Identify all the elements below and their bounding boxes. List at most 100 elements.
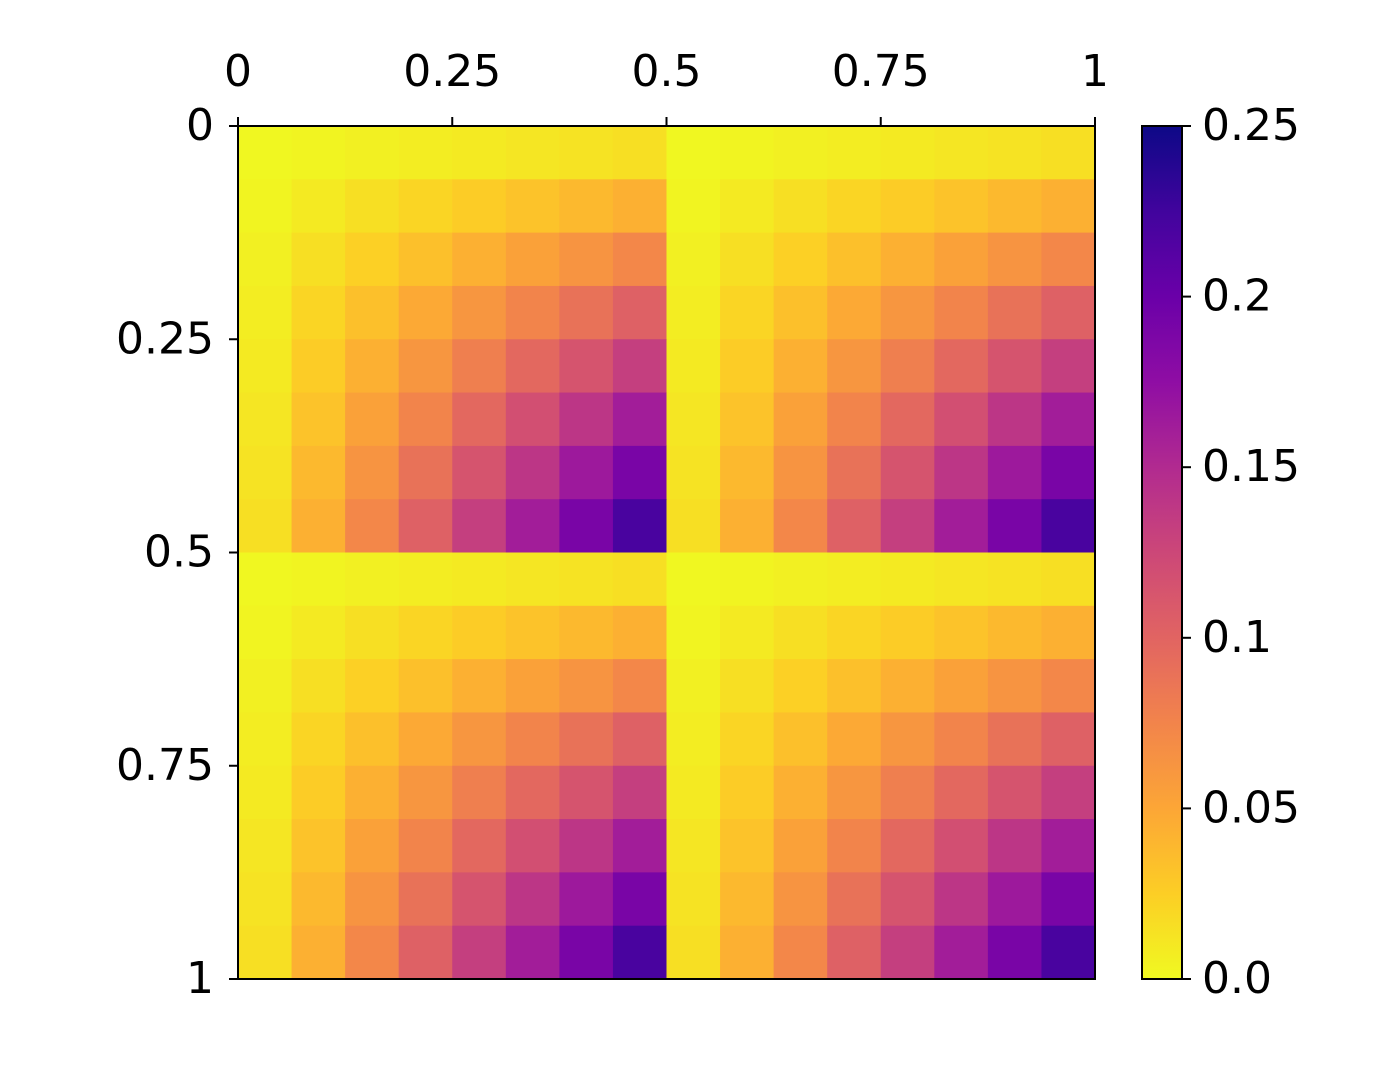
heatmap-cell (452, 445, 507, 500)
heatmap-cell (880, 712, 935, 767)
heatmap-cell (987, 392, 1043, 447)
heatmap-cell (345, 285, 400, 340)
heatmap-cell (452, 925, 507, 980)
heatmap-cell (666, 499, 721, 554)
heatmap-cell (934, 765, 989, 820)
heatmap-cell (398, 552, 453, 607)
heatmap-cell (238, 232, 293, 287)
heatmap-cell (827, 765, 882, 820)
y-tick-label: 0.25 (116, 313, 214, 364)
heatmap-cell (345, 765, 400, 820)
heatmap-cell (291, 285, 346, 340)
heatmap-cell (612, 872, 668, 927)
heatmap-cell (720, 285, 775, 340)
heatmap-cell (398, 765, 453, 820)
heatmap-cell (773, 232, 828, 287)
heatmap-cell (773, 285, 828, 340)
heatmap-cell (398, 179, 453, 234)
heatmap-cell (505, 765, 560, 820)
heatmap-cell (238, 605, 293, 660)
heatmap-cell (291, 819, 346, 873)
heatmap-cell (720, 392, 775, 447)
heatmap-cell (612, 179, 668, 234)
heatmap-cell (452, 659, 507, 714)
heatmap-cell (452, 126, 507, 180)
heatmap-cell (452, 712, 507, 767)
heatmap-cell (827, 392, 882, 447)
heatmap-cell (345, 872, 400, 927)
heatmap-cell (398, 605, 453, 660)
x-tick-label: 0 (224, 46, 252, 97)
heatmap-cell (827, 712, 882, 767)
heatmap-cell (720, 339, 775, 394)
heatmap-cell (666, 232, 721, 287)
heatmap-cell (987, 499, 1043, 554)
heatmap-cell (934, 872, 989, 927)
heatmap-cell (238, 445, 293, 500)
y-tick-label: 0.5 (144, 527, 214, 578)
heatmap-cell (505, 499, 560, 554)
heatmap-cell (505, 872, 560, 927)
heatmap-cell (987, 925, 1043, 980)
heatmap-cell (880, 925, 935, 980)
heatmap-cell (880, 552, 935, 607)
heatmap-cell (987, 712, 1043, 767)
heatmap-cell (666, 339, 721, 394)
heatmap-cell (345, 925, 400, 980)
heatmap-cell (773, 659, 828, 714)
colorbar-tick-label: 0.1 (1202, 612, 1272, 663)
x-tick-label: 0.75 (832, 46, 930, 97)
heatmap-cell (505, 392, 560, 447)
heatmap-cell (1041, 819, 1096, 873)
heatmap-cell (398, 499, 453, 554)
heatmap-cell (345, 445, 400, 500)
heatmap-cell (720, 232, 775, 287)
heatmap-cell (505, 605, 560, 660)
heatmap-cell (720, 499, 775, 554)
heatmap-cell (345, 605, 400, 660)
heatmap-cell (720, 819, 775, 873)
heatmap-cell (559, 179, 614, 234)
heatmap-cell (612, 339, 668, 394)
heatmap-cell (238, 765, 293, 820)
heatmap-cell (612, 285, 668, 340)
heatmap-cell (987, 126, 1043, 180)
heatmap-cell (612, 392, 668, 447)
heatmap-cell (666, 925, 721, 980)
heatmap-cell (1041, 445, 1096, 500)
heatmap-cell (559, 872, 614, 927)
heatmap-cell (773, 605, 828, 660)
heatmap-cell (398, 659, 453, 714)
heatmap-cell (934, 499, 989, 554)
heatmap-cell (559, 339, 614, 394)
y-tick-label: 0 (186, 100, 214, 151)
heatmap-cell (934, 179, 989, 234)
heatmap-cell (398, 819, 453, 873)
heatmap-cells (238, 126, 1096, 980)
heatmap-cell (398, 339, 453, 394)
heatmap-cell (720, 605, 775, 660)
heatmap-cell (559, 232, 614, 287)
heatmap-cell (773, 126, 828, 180)
heatmap-cell (291, 445, 346, 500)
heatmap-cell (345, 339, 400, 394)
heatmap-cell (345, 179, 400, 234)
heatmap-cell (934, 339, 989, 394)
heatmap-cell (773, 552, 828, 607)
heatmap-cell (398, 925, 453, 980)
heatmap-cell (880, 392, 935, 447)
heatmap-cell (238, 712, 293, 767)
colorbar-tick-label: 0.2 (1202, 271, 1272, 322)
heatmap-cell (934, 552, 989, 607)
heatmap-cell (612, 765, 668, 820)
heatmap-cell (238, 872, 293, 927)
heatmap-cell (612, 659, 668, 714)
heatmap-cell (827, 339, 882, 394)
heatmap-cell (398, 872, 453, 927)
heatmap-cell (827, 552, 882, 607)
heatmap-cell (559, 605, 614, 660)
heatmap-cell (612, 819, 668, 873)
heatmap-cell (1041, 605, 1096, 660)
heatmap-cell (1041, 552, 1096, 607)
